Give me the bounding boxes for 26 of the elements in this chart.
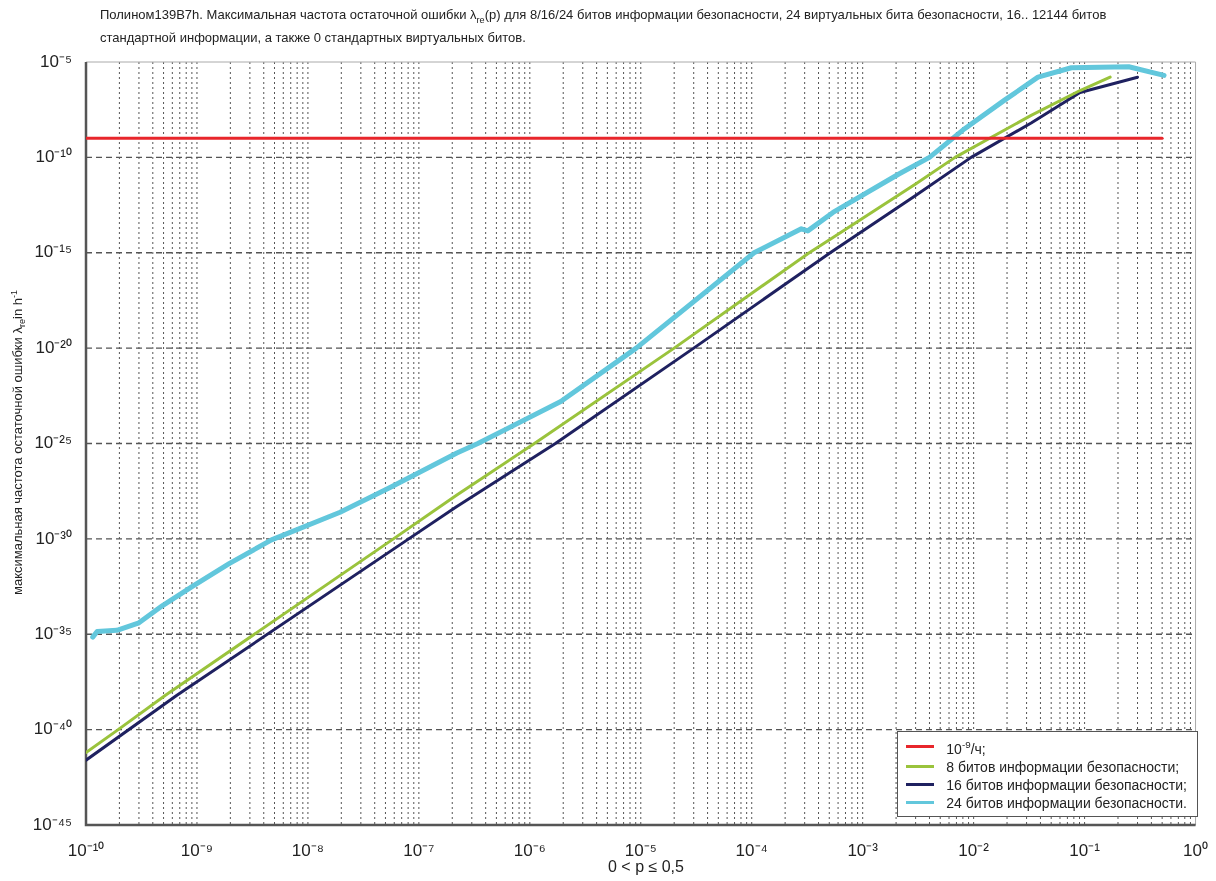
x-tick-label: 10⁻⁵ — [624, 840, 657, 860]
y-tick-label: 10⁻⁴⁵ — [32, 814, 72, 834]
x-tick-label: 10⁻¹⁰ — [67, 840, 105, 860]
x-tick-label: 10⁻¹ — [1069, 840, 1101, 860]
x-tick-label: 10⁻³ — [847, 840, 879, 860]
legend-label: 8 битов информации безопасности; — [946, 757, 1180, 776]
y-tick-label: 10⁻²⁰ — [35, 337, 72, 357]
x-tick-label: 10⁻² — [958, 840, 990, 860]
x-tick-label: 10⁻⁷ — [403, 840, 435, 860]
y-tick-label: 10⁻³⁰ — [35, 528, 72, 548]
chart-title: Полином139B7h. Максимальная частота остаточной ошибки λ$_{re}$(p) для 8/16/24 битов информации безопасности, 24 виртуальных бита безопасности, 16.. 12144 битов стандартной информации, а также 0 стандартных виртуальных битов. — [100, 6, 1108, 46]
y-tick-label: 10⁻⁴⁰ — [33, 719, 72, 739]
y-tick-label: 10⁻¹⁰ — [35, 147, 72, 167]
y-tick-label: 10⁻⁵ — [40, 51, 72, 71]
x-tick-label: 10⁻⁸ — [291, 840, 324, 860]
legend-label: 10$^{-9}$/ч; — [946, 738, 986, 758]
x-tick-label: 10⁻⁹ — [180, 840, 214, 860]
x-tick-label: 10⁻⁶ — [513, 840, 546, 860]
legend-label: 16 битов информации безопасности; — [946, 775, 1187, 794]
legend-label: 24 битов информации безопасности. — [946, 793, 1187, 812]
y-tick-label: 10⁻¹⁵ — [34, 242, 72, 262]
x-tick-label: 10⁻⁴ — [735, 840, 768, 860]
y-tick-label: 10⁻²⁵ — [34, 433, 72, 453]
y-tick-label: 10⁻³⁵ — [34, 623, 72, 643]
x-tick-label: 10⁰ — [1183, 840, 1209, 860]
x-axis-title: 0 < p ≤ 0,5 — [607, 858, 685, 876]
